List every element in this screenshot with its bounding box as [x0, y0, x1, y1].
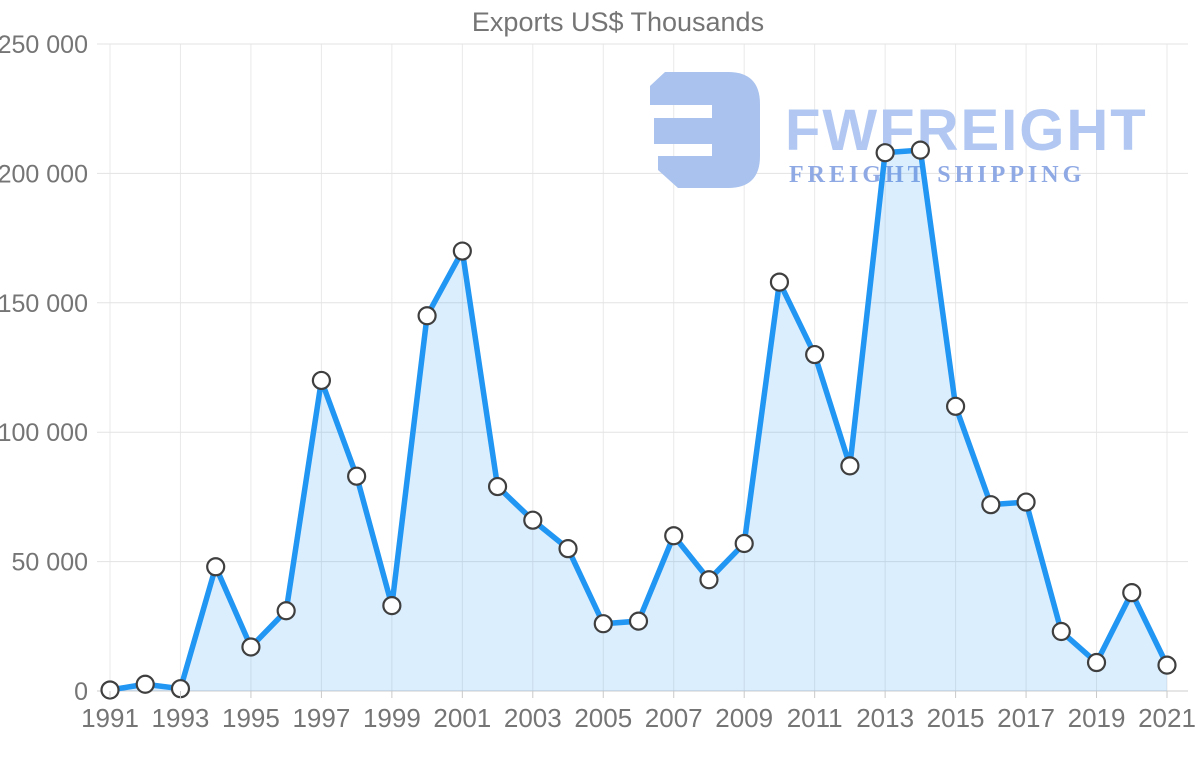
data-point-marker[interactable]	[805, 344, 825, 365]
data-point-marker[interactable]	[981, 495, 1001, 515]
data-point-marker[interactable]	[1122, 583, 1142, 603]
data-point-marker[interactable]	[875, 143, 895, 163]
watermark: FWFREIGHT FREIGHT SHIPPING	[650, 72, 1148, 188]
x-tick-label: 1999	[363, 703, 421, 733]
x-tick-label: 2005	[574, 703, 632, 733]
x-tick-label: 2003	[504, 703, 562, 733]
x-tick-label: 2011	[787, 703, 843, 733]
y-tick-label: 200 000	[0, 160, 88, 188]
series-area-fill	[110, 150, 1167, 691]
data-point-marker[interactable]	[1051, 621, 1071, 642]
y-tick-label: 100 000	[0, 419, 88, 447]
watermark-brand-text: FWFREIGHT	[785, 98, 1148, 163]
grid-layer	[97, 43, 1188, 692]
data-point-marker[interactable]	[487, 476, 508, 497]
data-point-marker[interactable]	[664, 526, 684, 546]
data-point-marker[interactable]	[523, 510, 543, 530]
data-point-marker[interactable]	[135, 674, 155, 694]
data-point-marker[interactable]	[1016, 492, 1036, 512]
data-point-marker[interactable]	[734, 533, 754, 554]
x-tick-label: 2021	[1138, 703, 1196, 733]
data-point-marker[interactable]	[769, 272, 790, 292]
x-tick-label: 2013	[856, 703, 914, 733]
data-point-marker[interactable]	[100, 680, 120, 700]
data-point-marker[interactable]	[628, 611, 649, 631]
data-point-marker[interactable]	[452, 241, 472, 261]
data-point-marker[interactable]	[945, 396, 966, 416]
y-tick-label: 250 000	[0, 31, 88, 59]
x-tick-label: 2019	[1068, 703, 1126, 733]
x-tick-label: 2007	[645, 703, 703, 733]
fwfreight-logo-icon	[650, 72, 760, 188]
data-point-marker[interactable]	[206, 557, 226, 577]
x-tick-label: 2001	[433, 703, 491, 733]
series-layer	[100, 140, 1177, 700]
x-tick-label: 1991	[81, 703, 139, 733]
chart-title: Exports US$ Thousands	[471, 7, 765, 37]
watermark-tagline-text: FREIGHT SHIPPING	[789, 162, 1085, 188]
data-point-marker[interactable]	[910, 140, 930, 160]
data-point-marker[interactable]	[558, 539, 578, 559]
data-point-marker[interactable]	[593, 614, 613, 634]
data-point-marker[interactable]	[382, 595, 402, 616]
x-tick-label: 2015	[927, 703, 985, 733]
y-tick-label: 50 000	[12, 549, 88, 577]
data-point-marker[interactable]	[347, 466, 367, 486]
x-tick-label: 2009	[715, 703, 773, 733]
y-tick-label: 0	[74, 678, 88, 706]
data-point-marker[interactable]	[1086, 652, 1107, 673]
axis-layer: 0 50 000 100 000 150 000 200 000 250 000 1991 1…	[0, 31, 1196, 733]
data-point-marker[interactable]	[417, 306, 437, 326]
data-point-marker[interactable]	[311, 370, 331, 391]
x-tick-label: 1997	[292, 703, 350, 733]
x-tick-label: 1995	[222, 703, 280, 733]
y-tick-label: 150 000	[0, 290, 88, 318]
x-tick-label: 2017	[997, 703, 1055, 733]
x-tick-label: 1993	[152, 703, 210, 733]
data-point-marker[interactable]	[1157, 655, 1177, 675]
data-point-marker[interactable]	[840, 456, 860, 476]
data-point-marker[interactable]	[276, 601, 296, 621]
data-point-marker[interactable]	[699, 570, 719, 590]
data-point-marker[interactable]	[241, 637, 261, 657]
